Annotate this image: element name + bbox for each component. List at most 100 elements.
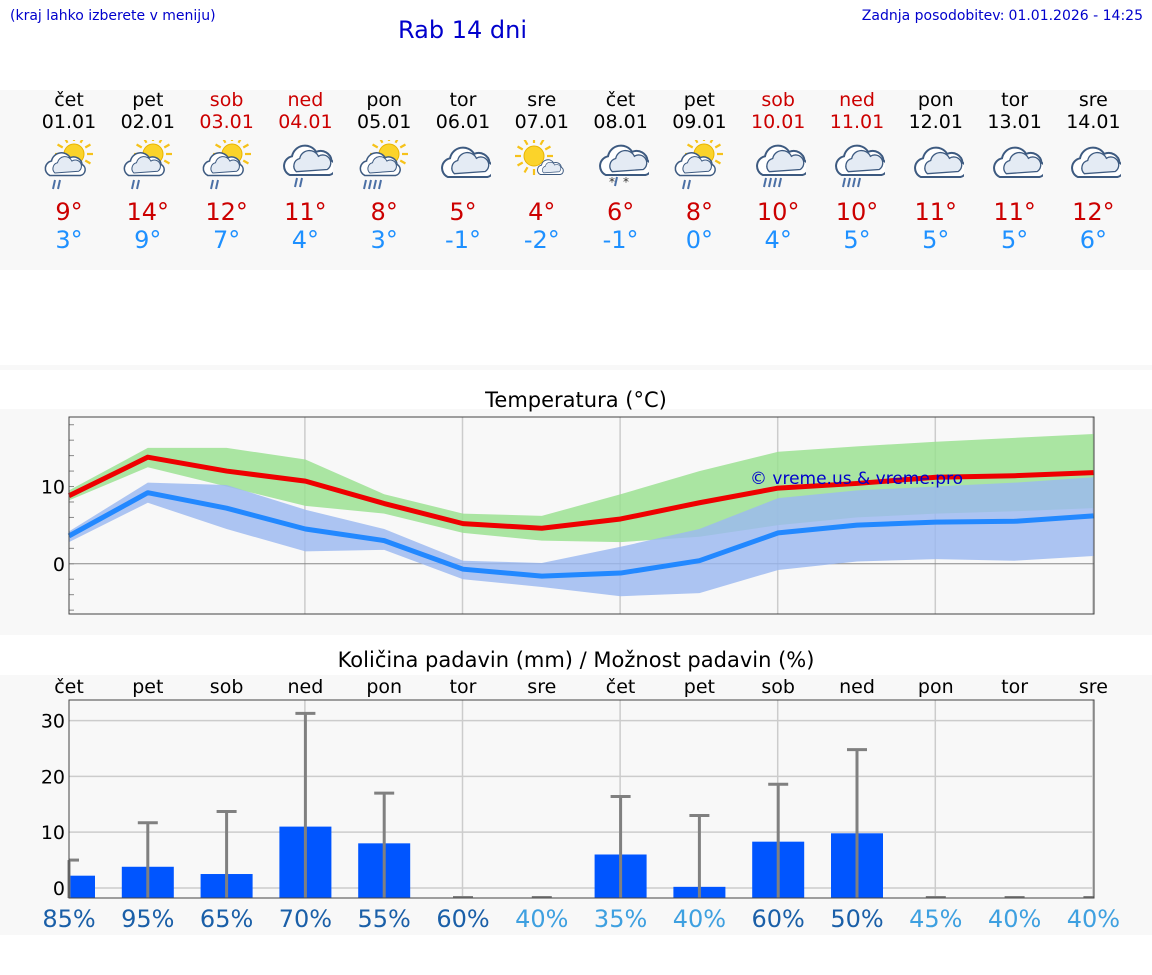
temperature-chart-title: Temperatura (°C) (485, 388, 667, 412)
precipitation-probability: 85% (42, 905, 95, 933)
min-temperature: 4° (764, 226, 792, 254)
max-temperature: 10° (835, 198, 879, 226)
min-temperature: 6° (1079, 226, 1108, 254)
forecast-day: ned 04.01 (265, 89, 345, 133)
forecast-day: tor 13.01 (975, 89, 1055, 133)
forecast-day: sre 07.01 (502, 89, 582, 133)
precipitation-probability: 35% (594, 905, 647, 933)
max-temperature-line (67, 454, 1094, 531)
min-temperature: 4° (291, 226, 320, 254)
precipitation-chart-title: Količina padavin (mm) / Možnost padavin … (337, 648, 815, 672)
precipitation-probability: 95% (121, 905, 174, 933)
day-name: pet (132, 89, 164, 111)
x-tick-label: pon (366, 676, 402, 698)
day-date: 01.01 (41, 111, 97, 133)
forecast-day: sob 10.01 (738, 89, 818, 133)
day-name: tor (449, 89, 477, 111)
max-temperature: 12° (205, 198, 248, 226)
location-hint: (kraj lahko izberete v meniju) (10, 8, 216, 24)
y-tick-label: 0 (53, 878, 65, 900)
min-temperature-range (69, 477, 1094, 597)
day-date: 08.01 (593, 111, 648, 133)
day-name: ned (287, 89, 324, 111)
day-name: ned (839, 89, 875, 111)
forecast-day: pet 02.01 (108, 89, 188, 133)
day-date: 04.01 (278, 111, 333, 133)
precipitation-probability: 65% (200, 905, 253, 933)
precipitation-plot-frame (68, 699, 1095, 899)
day-date: 09.01 (672, 111, 727, 133)
forecast-day: sre 14.01 (1053, 89, 1133, 133)
min-temperature: -1° (445, 226, 481, 254)
cloud-heavy-rain-icon (829, 140, 889, 196)
cloud-snow-rain-icon: * * (593, 140, 653, 196)
cloud-icon (908, 140, 968, 196)
max-temperature: 10° (756, 198, 800, 226)
separator-band (0, 365, 1152, 370)
forecast-day: tor 06.01 (423, 89, 503, 133)
max-temperature: 8° (370, 198, 398, 226)
copyright-annotation: © vreme.us & vreme.pro (750, 469, 963, 489)
forecast-day: čet 01.01 (29, 89, 109, 133)
precipitation-probability: 40% (988, 905, 1041, 933)
max-temperature: 6° (606, 198, 635, 226)
min-temperature: 0° (685, 226, 714, 254)
page-title: Rab 14 dni (398, 16, 527, 44)
day-date: 05.01 (356, 111, 412, 133)
precipitation-probability: 40% (515, 905, 568, 933)
precipitation-probability: 40% (673, 905, 726, 933)
y-tick-label: 0 (53, 554, 65, 576)
min-temperature: 3° (55, 226, 83, 254)
forecast-day: ned 11.01 (817, 89, 897, 133)
y-tick-label: 10 (41, 822, 65, 844)
min-temperature: 3° (370, 226, 398, 254)
min-temperature: 5° (922, 226, 950, 254)
x-tick-label: sre (527, 676, 556, 698)
precipitation-probability: 40% (1067, 905, 1120, 933)
forecast-day: pet 09.01 (659, 89, 739, 133)
day-name: čet (605, 89, 636, 111)
precipitation-probability: 70% (279, 905, 332, 933)
day-date: 03.01 (199, 111, 254, 133)
cloud-icon (987, 140, 1047, 196)
sun-cloud-rain-icon (671, 135, 727, 196)
last-updated-label: Zadnja posodobitev: (861, 8, 1005, 24)
x-tick-label: ned (839, 676, 875, 698)
max-temperature: 9° (55, 198, 83, 226)
precipitation-probability: 60% (436, 905, 489, 933)
precipitation-probability: 45% (909, 905, 962, 933)
sun-cloud-rain-icon (120, 135, 176, 196)
forecast-day: sob 03.01 (187, 89, 267, 133)
day-date: 02.01 (120, 111, 175, 133)
y-tick-label: 30 (41, 711, 65, 733)
precipitation-probability: 55% (358, 905, 411, 933)
x-tick-label: sob (761, 676, 795, 698)
svg-text:*: * (609, 175, 615, 189)
x-tick-label: tor (1001, 676, 1028, 698)
precipitation-probability: 60% (752, 905, 805, 933)
y-tick-label: 10 (41, 477, 65, 499)
day-name: pon (366, 89, 403, 111)
day-name: sre (527, 89, 557, 111)
sun-small-cloud-icon (514, 137, 570, 196)
day-date: 07.01 (514, 111, 569, 133)
temperature-plot-frame (68, 416, 1095, 615)
forecast-day: pon 12.01 (896, 89, 976, 133)
day-date: 12.01 (908, 111, 963, 133)
x-tick-label: pon (918, 676, 954, 698)
x-tick-label: čet (606, 676, 636, 698)
day-date: 13.01 (987, 111, 1042, 133)
max-temperature: 11° (993, 198, 1036, 226)
min-temperature: 7° (212, 226, 241, 254)
precipitation-plot-area (69, 700, 1094, 898)
min-temperature: 9° (134, 226, 162, 254)
x-tick-label: pet (132, 676, 163, 698)
precipitation-bar (69, 875, 95, 898)
min-temperature: -1° (602, 226, 639, 254)
min-temperature: 5° (843, 226, 871, 254)
max-temperature: 4° (528, 198, 556, 226)
day-date: 10.01 (750, 111, 806, 133)
max-temperature: 11° (284, 198, 327, 226)
